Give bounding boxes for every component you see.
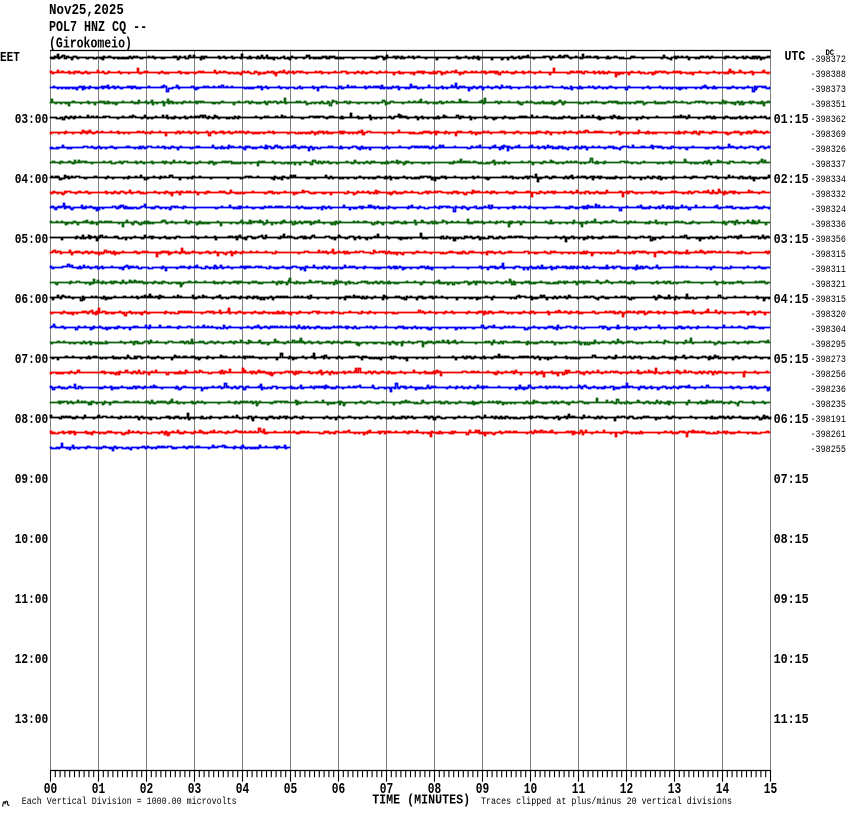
svg-text:02: 02	[140, 782, 153, 798]
svg-text:-398337: -398337	[811, 159, 846, 171]
svg-text:Traces clipped at plus/minus 2: Traces clipped at plus/minus 20 vertical…	[481, 796, 732, 808]
svg-text:03: 03	[188, 782, 201, 798]
svg-text:06:00: 06:00	[15, 293, 49, 308]
svg-text:-398255: -398255	[811, 444, 846, 456]
svg-text:-398261: -398261	[811, 429, 846, 441]
svg-text:03:00: 03:00	[15, 113, 49, 128]
svg-text:-398334: -398334	[811, 174, 846, 186]
svg-text:11:00: 11:00	[15, 593, 49, 608]
svg-text:-398356: -398356	[811, 234, 846, 246]
svg-text:-398362: -398362	[811, 114, 846, 126]
svg-text:13: 13	[668, 782, 681, 798]
svg-text:08:00: 08:00	[15, 413, 49, 428]
svg-text:Each Vertical Division = 1000.: Each Vertical Division = 1000.00 microvo…	[22, 796, 237, 808]
svg-text:13:00: 13:00	[15, 713, 49, 728]
svg-text:-398256: -398256	[811, 369, 846, 381]
svg-text:-398336: -398336	[811, 219, 846, 231]
svg-text:UTC: UTC	[785, 49, 806, 65]
svg-text:07:00: 07:00	[15, 353, 49, 368]
svg-text:09:15: 09:15	[774, 593, 809, 608]
svg-text:-398235: -398235	[811, 399, 846, 411]
svg-text:04: 04	[236, 782, 250, 798]
svg-text:EET: EET	[0, 50, 20, 66]
svg-text:-398373: -398373	[811, 84, 846, 96]
svg-text:-398295: -398295	[811, 339, 846, 351]
svg-text:-398320: -398320	[811, 309, 846, 321]
svg-text:04:15: 04:15	[774, 293, 809, 308]
svg-text:-398321: -398321	[811, 279, 846, 291]
svg-text:08:15: 08:15	[774, 533, 809, 548]
svg-text:-398388: -398388	[811, 69, 846, 81]
svg-text:TIME (MINUTES): TIME (MINUTES)	[372, 793, 470, 809]
svg-text:-398236: -398236	[811, 384, 846, 396]
svg-text:(Girokomeio): (Girokomeio)	[49, 36, 132, 52]
svg-text:07:15: 07:15	[774, 473, 809, 488]
svg-text:Nov25,2025: Nov25,2025	[49, 3, 124, 19]
svg-text:-398332: -398332	[811, 189, 846, 201]
svg-text:01:15: 01:15	[774, 113, 809, 128]
svg-text:-398324: -398324	[811, 204, 846, 216]
svg-text:-398351: -398351	[811, 99, 846, 111]
svg-text:06: 06	[332, 782, 345, 798]
svg-text:-398273: -398273	[811, 354, 846, 366]
svg-text:00: 00	[44, 782, 57, 798]
svg-text:09: 09	[476, 782, 489, 798]
svg-text:04:00: 04:00	[15, 173, 49, 188]
svg-text:12:00: 12:00	[15, 653, 49, 668]
svg-text:10:15: 10:15	[774, 653, 809, 668]
svg-text:12: 12	[620, 782, 633, 798]
svg-text:14: 14	[716, 782, 730, 798]
svg-text:-398315: -398315	[811, 249, 846, 261]
svg-text:-398311: -398311	[811, 264, 846, 276]
svg-text:11:15: 11:15	[774, 713, 809, 728]
svg-text:-398304: -398304	[811, 324, 846, 336]
svg-text:07: 07	[380, 782, 393, 798]
svg-text:11: 11	[572, 782, 586, 798]
svg-text:03:15: 03:15	[774, 233, 809, 248]
svg-text:-398372: -398372	[811, 54, 846, 66]
svg-text:POL7 HNZ CQ --: POL7 HNZ CQ --	[49, 20, 147, 36]
svg-text:10: 10	[524, 782, 537, 798]
svg-text:-398191: -398191	[811, 414, 846, 426]
svg-text:08: 08	[428, 782, 441, 798]
svg-text:-398326: -398326	[811, 144, 846, 156]
svg-text:09:00: 09:00	[15, 473, 49, 488]
svg-text:01: 01	[92, 782, 106, 798]
svg-text:15: 15	[764, 782, 777, 798]
svg-text:-398369: -398369	[811, 129, 846, 141]
svg-text:05:15: 05:15	[774, 353, 809, 368]
svg-text:10:00: 10:00	[15, 533, 49, 548]
svg-text:06:15: 06:15	[774, 413, 809, 428]
svg-text:-398315: -398315	[811, 294, 846, 306]
svg-text:DC: DC	[826, 49, 835, 58]
svg-text:05:00: 05:00	[15, 233, 49, 248]
svg-text:02:15: 02:15	[774, 173, 809, 188]
svg-text:05: 05	[284, 782, 297, 798]
